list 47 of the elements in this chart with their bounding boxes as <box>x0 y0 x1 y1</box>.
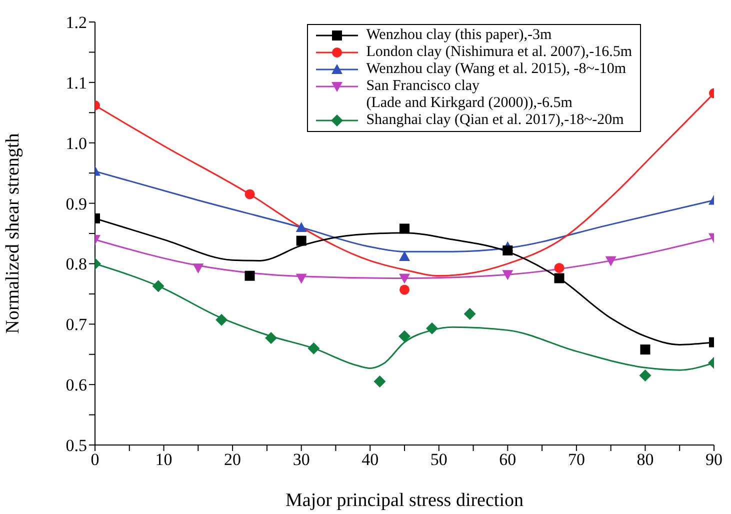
point <box>400 284 410 295</box>
point <box>265 332 278 344</box>
y-tick-label: 0.5 <box>66 436 87 456</box>
x-tick-label: 40 <box>362 450 379 470</box>
point <box>399 274 410 284</box>
x-tick-label: 10 <box>155 450 172 470</box>
point <box>296 222 307 232</box>
x-tick-label: 60 <box>499 450 516 470</box>
point <box>399 250 410 261</box>
y-tick-label: 1.1 <box>66 73 87 92</box>
y-tick-label: 1.2 <box>66 13 87 32</box>
point <box>244 270 255 281</box>
point <box>192 263 204 274</box>
point <box>554 273 564 284</box>
point <box>605 256 616 266</box>
legend-label: London clay (Nishimura et al. 2007),-16.5m <box>366 44 632 61</box>
x-tick-label: 90 <box>706 450 722 470</box>
point <box>398 330 410 342</box>
point <box>296 274 307 284</box>
legend-label: Wenzhou clay (this paper),-3m <box>366 27 552 44</box>
point <box>374 376 386 388</box>
x-tick-label: 50 <box>430 450 448 470</box>
y-axis-title: Normalized shear strength <box>2 132 24 334</box>
legend-label: San Francisco clay (Lade and Kirkgard (2000)),-6.5m <box>366 78 572 112</box>
point <box>308 342 320 354</box>
legend-label: Wenzhou clay (Wang et al. 2015), -8~-10m <box>366 61 626 78</box>
y-tick-label: 1.0 <box>66 134 87 153</box>
point <box>244 189 255 200</box>
point <box>554 262 564 273</box>
point <box>426 322 438 334</box>
x-axis-title: Major principal stress direction <box>286 490 524 511</box>
x-tick-label: 30 <box>292 450 310 470</box>
x-tick-label: 70 <box>568 450 585 470</box>
point <box>464 308 476 320</box>
y-tick-label: 0.7 <box>66 315 88 334</box>
legend-label: Shanghai clay (Qian et al. 2017),-18~-20m <box>366 112 624 129</box>
x-tick-label: 0 <box>90 450 100 470</box>
y-tick-label: 0.8 <box>66 254 87 274</box>
x-tick-label: 80 <box>636 450 654 470</box>
y-tick-label: 0.9 <box>66 194 87 214</box>
point <box>296 236 306 246</box>
x-tick-label: 20 <box>224 450 242 470</box>
point <box>502 270 514 280</box>
point <box>502 245 513 256</box>
point <box>400 224 410 234</box>
y-tick-label: 0.6 <box>66 376 87 395</box>
point <box>216 314 228 326</box>
